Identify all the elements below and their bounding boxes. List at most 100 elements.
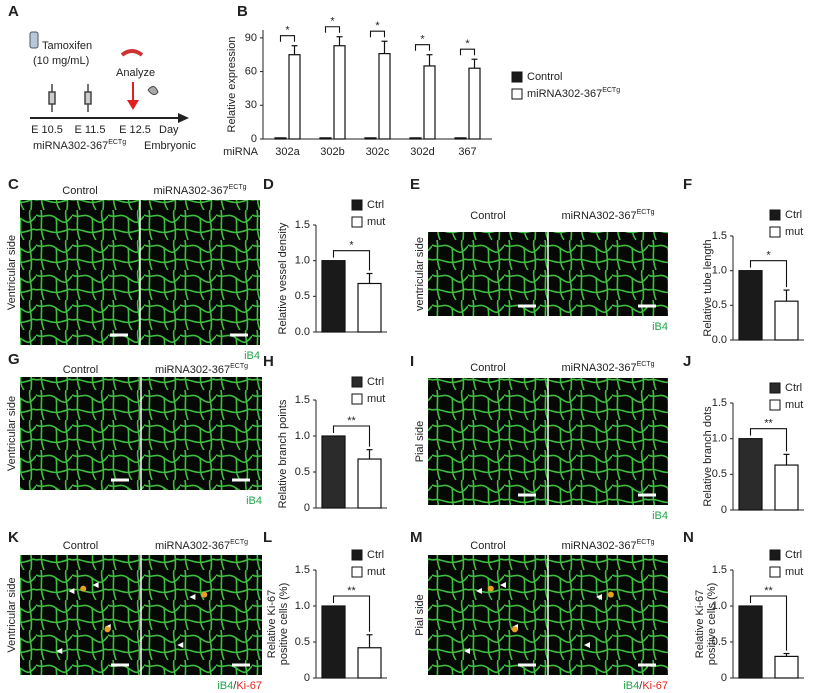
- x-tick-label: 367: [458, 146, 476, 158]
- ki67-dot: [511, 626, 518, 633]
- column-sup: ECTg: [637, 209, 655, 216]
- column-name: miRNA302-367: [561, 540, 636, 552]
- column-sup: ECTg: [637, 539, 655, 546]
- panel-label: K: [8, 529, 19, 546]
- column-label: Control: [63, 364, 98, 376]
- stain-label: iB4: [652, 321, 668, 333]
- arrowhead-marker: [596, 594, 602, 600]
- bar: [357, 647, 382, 679]
- arrowhead-marker: [177, 642, 184, 648]
- legend-name: mut: [785, 566, 803, 578]
- y-tick-label: 0: [304, 502, 310, 514]
- y-tick-label: 1.0: [712, 600, 727, 612]
- y-axis-label: Relative branch dots: [702, 406, 714, 507]
- significance-label: *: [330, 16, 335, 28]
- bar: [378, 52, 391, 140]
- legend-swatch: [351, 199, 363, 211]
- stain-label: iB4/Ki-67: [623, 680, 668, 692]
- significance-label: *: [420, 34, 425, 46]
- arrowhead-marker: [464, 648, 470, 654]
- stain-label: iB4: [244, 350, 260, 362]
- significance-label: *: [285, 25, 290, 37]
- panel-label: N: [683, 529, 694, 546]
- bar: [357, 458, 382, 509]
- ki67-dot: [487, 585, 494, 592]
- significance-label: *: [375, 20, 380, 32]
- y-tick-label: 0: [721, 504, 727, 516]
- mouse-line: miRNA302-367ECTg: [33, 139, 126, 152]
- column-label: Control: [63, 540, 98, 552]
- legend-sup: ECTg: [602, 87, 620, 94]
- y-axis-label: Relative vessel density: [277, 222, 289, 334]
- significance-bracket: [332, 595, 371, 632]
- bar: [454, 137, 467, 140]
- bar: [364, 137, 377, 140]
- significance-label: *: [766, 250, 771, 262]
- legend-swatch: [769, 549, 781, 561]
- y-tick-label: 60: [245, 65, 257, 77]
- legend-label: Control: [527, 71, 562, 83]
- y-tick-label: 1.5: [712, 564, 727, 576]
- image-panel: G Control miRNA302-367ECTg Ventricular side…: [6, 351, 262, 507]
- column-name: miRNA302-367: [561, 210, 636, 222]
- column-name: Control: [62, 185, 97, 197]
- side-label: Ventricular side: [6, 396, 18, 471]
- legend-swatch: [769, 226, 781, 238]
- stain-part: /: [233, 680, 237, 692]
- y-tick-label: 1.5: [712, 397, 727, 409]
- bar: [319, 137, 332, 140]
- column-name: miRNA302-367: [155, 364, 230, 376]
- y-tick-label: 1.0: [295, 600, 310, 612]
- legend-swatch: [769, 382, 781, 394]
- image-panel: I Control miRNA302-367ECTg Pial side iB4: [410, 353, 668, 522]
- legend-label: Ctrl: [367, 199, 384, 211]
- y-tick-label: 1.0: [712, 433, 727, 445]
- bar: [357, 282, 382, 333]
- drug: Tamoxifen: [42, 40, 92, 52]
- significance-bracket: [332, 250, 371, 271]
- panel-label: E: [410, 176, 420, 193]
- stain-part: iB4: [246, 495, 262, 507]
- bar: [409, 137, 422, 140]
- legend-swatch: [769, 399, 781, 411]
- legend-label: Ctrl: [785, 382, 802, 394]
- significance-bracket: [749, 260, 788, 288]
- dose: (10 mg/mL): [33, 55, 89, 67]
- panel-label: J: [683, 353, 691, 370]
- y-tick-label: 0.5: [712, 468, 727, 480]
- bar: [333, 45, 346, 140]
- ki67-dot: [104, 626, 111, 633]
- arrowhead-marker: [500, 582, 506, 588]
- bar: [321, 260, 346, 333]
- y-tick-label: 1.5: [295, 394, 310, 406]
- significance-bracket: [749, 595, 788, 651]
- column-name: Control: [63, 540, 98, 552]
- analyze: Analyze: [116, 67, 155, 79]
- y-tick-label: 1.0: [295, 255, 310, 267]
- legend-swatch: [351, 376, 363, 388]
- bar: [288, 54, 301, 140]
- side-label: ventricular side: [414, 237, 426, 311]
- arrowhead-marker: [584, 642, 590, 648]
- legend-label: Ctrl: [785, 549, 802, 561]
- panel-label: G: [8, 351, 20, 368]
- day-label: E 11.5: [75, 124, 106, 136]
- y-axis-label: Relative expression: [226, 37, 238, 133]
- image-panel: M Control miRNA302-367ECTg Pial side iB4/Ki-…: [410, 529, 668, 692]
- panel-label: M: [410, 529, 423, 546]
- legend-swatch: [351, 549, 363, 561]
- stain-part: iB4: [217, 680, 233, 692]
- legend-label: miRNA302-367ECTg: [527, 87, 620, 100]
- significance-label: *: [465, 38, 470, 50]
- panel-label: F: [683, 176, 692, 193]
- panel-label: L: [263, 529, 272, 546]
- legend-name: Ctrl: [785, 209, 802, 221]
- legend-label: Ctrl: [367, 376, 384, 388]
- column-label: Control: [62, 185, 97, 197]
- image-panel: K Control miRNA302-367ECTg Ventricular side…: [6, 529, 262, 692]
- column-label: Control: [470, 540, 505, 552]
- y-tick-label: 0.0: [295, 326, 310, 338]
- analyze-arrowhead: [127, 100, 139, 110]
- panel-label: B: [237, 3, 248, 20]
- syringe-icons: [48, 84, 92, 112]
